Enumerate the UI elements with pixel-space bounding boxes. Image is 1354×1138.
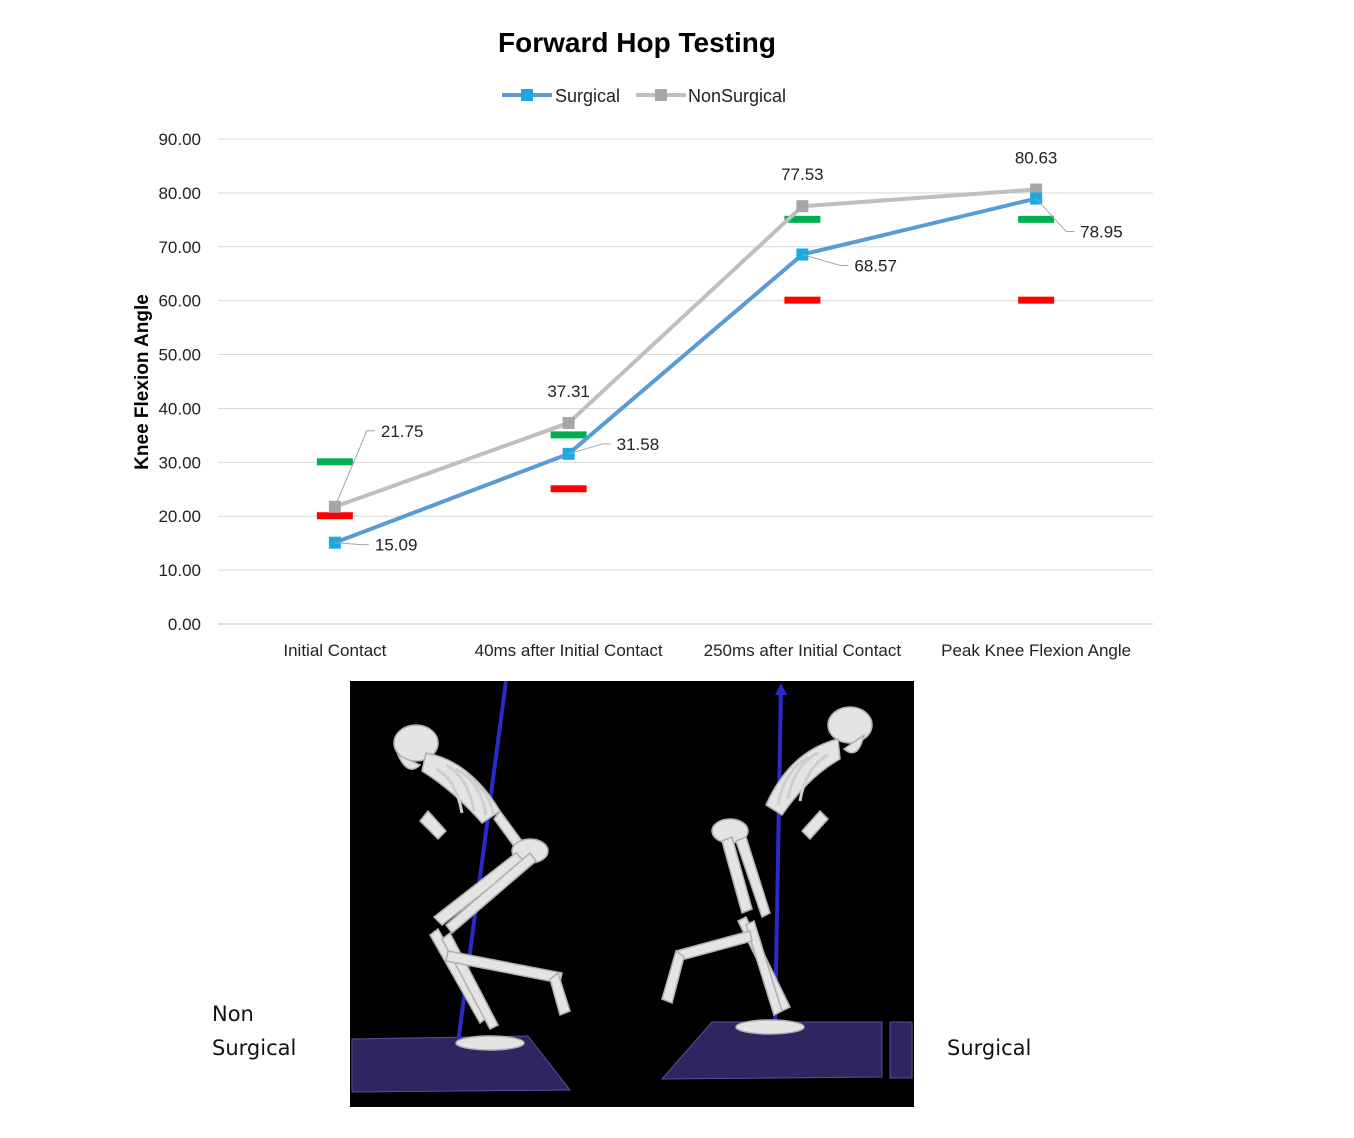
- series-line-nonsurgical: [334, 187, 1037, 509]
- y-tick-label: 30.00: [158, 453, 201, 472]
- reference-mark-green: [316, 458, 353, 466]
- x-tick-label: Initial Contact: [283, 641, 386, 660]
- legend-marker-nonsurgical: [655, 89, 667, 101]
- y-tick-label: 60.00: [158, 292, 201, 311]
- data-point-nonsurgical: [562, 416, 575, 429]
- y-tick-label: 40.00: [158, 399, 201, 418]
- data-label-leader: [334, 542, 369, 546]
- data-label-leader: [1035, 198, 1075, 233]
- series-line-surgical: [334, 196, 1037, 545]
- data-label-leader: [802, 254, 849, 266]
- force-plate-right: [660, 1021, 883, 1080]
- data-label-nonsurgical: 80.63: [1015, 148, 1058, 167]
- y-tick-label: 20.00: [158, 507, 201, 526]
- force-vector-right: [773, 686, 783, 1028]
- skeleton-left: [393, 724, 571, 1051]
- y-tick-label: 90.00: [158, 130, 201, 149]
- x-tick-label: 250ms after Initial Contact: [704, 641, 902, 660]
- reference-mark-green: [1018, 215, 1055, 223]
- data-label-surgical: 15.09: [375, 536, 418, 555]
- y-tick-label: 80.00: [158, 184, 201, 203]
- data-label-nonsurgical: 21.75: [381, 422, 424, 441]
- reference-mark-red: [316, 512, 353, 520]
- legend-marker-surgical: [521, 89, 533, 101]
- y-tick-label: 10.00: [158, 561, 201, 580]
- caption-left-line2: Surgical: [212, 1036, 297, 1060]
- reference-mark-red: [550, 485, 587, 493]
- reference-mark-green: [550, 431, 587, 439]
- caption-left-line1: Non: [212, 1002, 254, 1026]
- legend-label-surgical: Surgical: [555, 86, 620, 106]
- y-tick-label: 50.00: [158, 346, 201, 365]
- legend-label-nonsurgical: NonSurgical: [688, 86, 786, 106]
- y-tick-label: 0.00: [168, 615, 201, 634]
- x-tick-label: Peak Knee Flexion Angle: [941, 641, 1131, 660]
- skeleton-motion-capture-image: [350, 680, 914, 1107]
- skeleton-right: [661, 706, 873, 1035]
- caption-right: Surgical: [947, 1036, 1032, 1060]
- data-label-surgical: 78.95: [1080, 223, 1123, 242]
- reference-mark-green: [784, 215, 821, 223]
- data-label-leader: [334, 430, 375, 507]
- y-axis-label: Knee Flexion Angle: [132, 294, 153, 470]
- line-chart: Forward Hop Testing Surgical NonSurgical…: [132, 27, 1153, 660]
- chart-title: Forward Hop Testing: [498, 27, 776, 58]
- reference-mark-red: [784, 296, 821, 304]
- data-point-nonsurgical: [1030, 183, 1043, 196]
- data-label-surgical: 31.58: [617, 435, 660, 454]
- data-label-leader: [568, 443, 611, 455]
- legend: Surgical NonSurgical: [502, 86, 786, 106]
- reference-mark-red: [1018, 296, 1055, 304]
- data-label-nonsurgical: 77.53: [781, 165, 824, 184]
- y-tick-label: 70.00: [158, 238, 201, 257]
- data-point-nonsurgical: [796, 200, 809, 213]
- x-tick-label: 40ms after Initial Contact: [475, 641, 663, 660]
- data-label-surgical: 68.57: [854, 256, 897, 275]
- data-label-nonsurgical: 37.31: [547, 382, 590, 401]
